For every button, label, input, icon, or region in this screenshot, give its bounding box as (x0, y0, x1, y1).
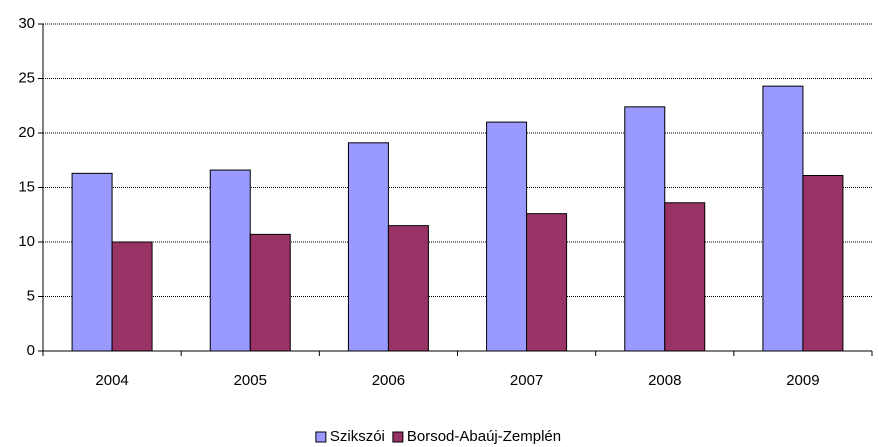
bar (526, 213, 568, 352)
y-tick-label: 5 (27, 287, 35, 304)
bar (486, 121, 528, 352)
x-tick-label: 2007 (510, 372, 543, 389)
y-tick-label: 25 (18, 69, 35, 86)
legend-swatch (315, 431, 327, 443)
x-tick-label: 2005 (234, 372, 267, 389)
bar (664, 202, 706, 352)
bar (387, 225, 429, 352)
bar (111, 241, 153, 352)
y-tick-label: 20 (18, 124, 35, 141)
bar (71, 172, 113, 352)
x-tick-label: 2006 (372, 372, 405, 389)
x-tick-label: 2004 (95, 372, 128, 389)
y-tick-label: 15 (18, 178, 35, 195)
legend-swatch (392, 431, 404, 443)
legend-label: Szikszói (330, 428, 385, 445)
x-tick-label: 2009 (786, 372, 819, 389)
x-tick-label: 2008 (648, 372, 681, 389)
bar (762, 85, 804, 352)
y-tick-label: 0 (27, 342, 35, 359)
legend-label: Borsod-Abaúj-Zemplén (407, 428, 561, 445)
bar (802, 175, 844, 352)
y-tick-label: 10 (18, 233, 35, 250)
y-tick-label: 30 (18, 15, 35, 32)
bar (624, 106, 666, 352)
bar (209, 169, 251, 352)
bar (249, 233, 291, 352)
bar (347, 142, 389, 352)
